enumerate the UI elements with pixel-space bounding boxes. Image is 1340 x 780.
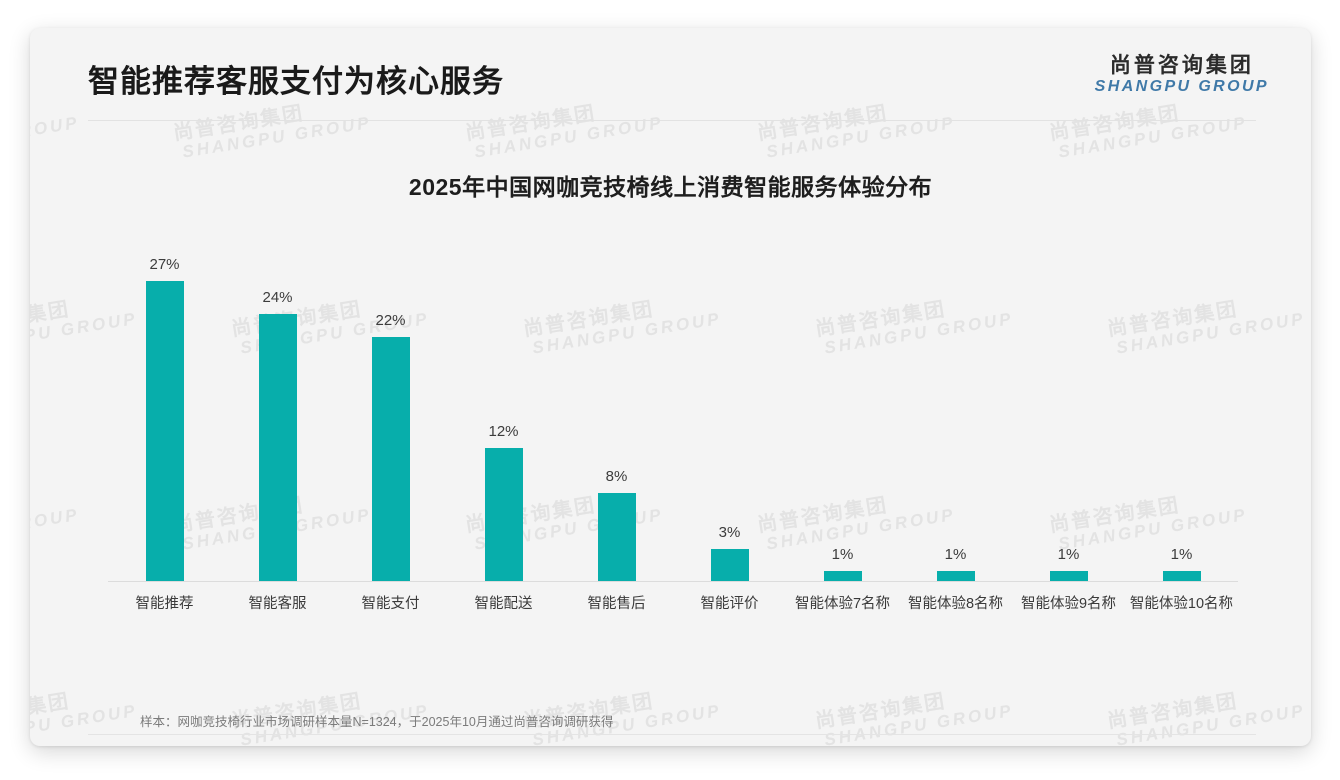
bar [936, 570, 975, 582]
brand-logo-cn: 尚普咨询集团 [1109, 54, 1254, 77]
bar-slot: 22% [334, 224, 447, 582]
footer-divider [88, 734, 1256, 735]
bar-value-label: 12% [488, 423, 519, 441]
bar-slot: 1% [1012, 224, 1125, 582]
x-axis-label: 智能售后 [587, 596, 646, 612]
bar-slot: 24% [221, 224, 334, 582]
watermark-cn: 尚普咨询集团 [813, 690, 948, 733]
bar-value-label: 8% [605, 467, 628, 485]
bar-slot: 8% [560, 224, 673, 582]
x-axis-line [108, 581, 1238, 582]
bar [710, 548, 749, 582]
plot-area: 27% 24% 22% 12% 8% 3% 1% 1% 1% 1% [108, 224, 1238, 582]
bar [484, 448, 523, 582]
x-axis-label: 智能体验9名称 [1020, 596, 1117, 612]
bar [597, 492, 636, 582]
bar-value-label: 1% [831, 545, 854, 563]
footnote: 样本：网咖竞技椅行业市场调研样本量N=1324，于2025年10月通过尚普咨询调… [140, 715, 614, 729]
page-title: 智能推荐客服支付为核心服务 [88, 64, 504, 99]
bar-slot: 12% [447, 224, 560, 582]
x-axis-label: 智能配送 [474, 596, 533, 612]
bar [1162, 570, 1201, 582]
bar [145, 280, 184, 582]
x-axis-label: 智能体验8名称 [907, 596, 1004, 612]
bar-slot: 1% [1125, 224, 1238, 582]
bar-value-label: 24% [262, 289, 293, 307]
x-axis-label: 智能体验7名称 [794, 596, 891, 612]
x-axis-label: 智能推荐 [135, 596, 194, 612]
bar-slot: 1% [899, 224, 1012, 582]
watermark-cn: 尚普咨询集团 [1105, 690, 1240, 733]
bar-series: 27% 24% 22% 12% 8% 3% 1% 1% 1% 1% [108, 224, 1238, 582]
x-axis-label: 智能客服 [248, 596, 307, 612]
bar [258, 314, 297, 582]
bar-value-label: 1% [1170, 545, 1193, 563]
bar-slot: 3% [673, 224, 786, 582]
bar-value-label: 22% [375, 311, 406, 329]
x-axis-label: 智能体验10名称 [1129, 596, 1234, 612]
bar [823, 570, 862, 582]
header-divider [88, 120, 1256, 121]
x-axis-label: 智能支付 [361, 596, 420, 612]
x-axis-labels: 智能推荐 智能客服 智能支付 智能配送 智能售后 智能评价 智能体验7名称 智能体验8名称 智能… [108, 592, 1238, 613]
slide-footer: ©2025.12 SHANGPU GROUP www.shangpu-china… [30, 734, 1311, 746]
bar-value-label: 1% [944, 545, 967, 563]
bar-slot: 27% [108, 224, 221, 582]
bar-value-label: 1% [1057, 545, 1080, 563]
bar [1049, 570, 1088, 582]
bar-slot: 1% [786, 224, 899, 582]
watermark-cn: 尚普咨询集团 [30, 690, 72, 733]
brand-logo: 尚普咨询集团 SHANGPU GROUP [1095, 54, 1269, 95]
x-axis-label: 智能评价 [700, 596, 759, 612]
chart-block: 2025年中国网咖竞技椅线上消费智能服务体验分布 27% 24% 22% 12% 8% 3… [30, 120, 1311, 665]
bar-value-label: 3% [718, 523, 741, 541]
slide-header: 智能推荐客服支付为核心服务 尚普咨询集团 SHANGPU GROUP [30, 28, 1311, 120]
brand-logo-en: SHANGPU GROUP [1094, 77, 1269, 95]
bar-value-label: 27% [149, 255, 180, 273]
chart-title: 2025年中国网咖竞技椅线上消费智能服务体验分布 [408, 174, 933, 200]
bar [371, 336, 410, 582]
